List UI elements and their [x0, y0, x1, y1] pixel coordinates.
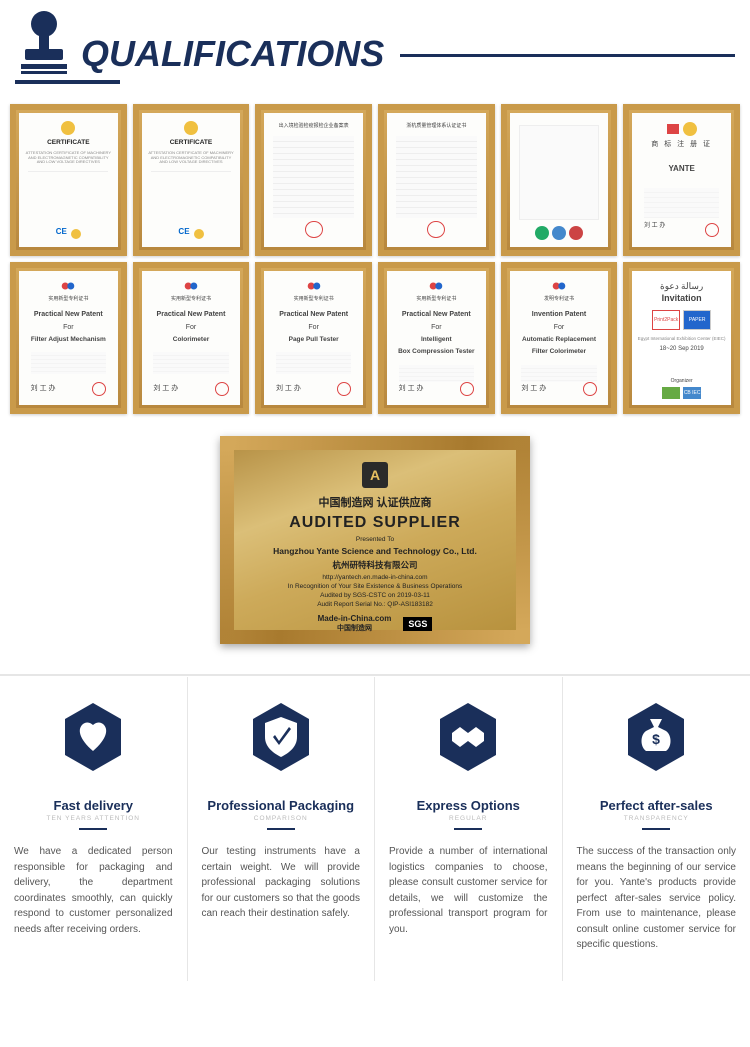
plaque-logo-icon: A — [362, 462, 388, 488]
feature-card: Professional Packaging COMPARISON Our test… — [188, 677, 376, 981]
heart-icon — [59, 699, 127, 777]
plaque-company-en: Hangzhou Yante Science and Technology Co… — [252, 546, 498, 556]
plaque-recognition: In Recognition of Your Site Existence & … — [252, 583, 498, 590]
certificate-card: 浙杭质量管理体系认证证书 — [378, 104, 495, 256]
plaque-container: A 中国制造网 认证供应商 AUDITED SUPPLIER Presented… — [0, 436, 750, 644]
plaque-audited-by: Audited by SGS-CSTC on 2019-03-11 — [252, 592, 498, 599]
header-sub-rule — [15, 80, 120, 84]
certificate-card: CERTIFICATEATTESTATION CERTIFICATE OF MA… — [10, 104, 127, 256]
certificate-card: 商 标 注 册 证YANTE刘 工 办 — [623, 104, 740, 256]
sgs-badge: SGS — [403, 617, 432, 631]
section-title: QUALIFICATIONS — [81, 33, 384, 75]
feature-rule — [454, 828, 482, 830]
feature-body: The success of the transaction only mean… — [577, 844, 737, 953]
feature-rule — [79, 828, 107, 830]
feature-subtitle: TEN YEARS ATTENTION — [14, 815, 173, 822]
certificate-card: 出入境检验检疫报检企业备案表 — [255, 104, 372, 256]
plaque-brand-cn: 中国制造网 — [337, 625, 372, 632]
feature-subtitle: TRANSPARENCY — [577, 815, 737, 822]
feature-subtitle: REGULAR — [389, 815, 548, 822]
plaque-footer: Made-in-China.com 中国制造网 SGS — [252, 614, 498, 633]
feature-body: Our testing instruments have a certain w… — [202, 844, 361, 922]
plaque-company-cn: 杭州研特科技有限公司 — [252, 559, 498, 571]
feature-title: Express Options — [389, 798, 548, 813]
feature-body: Provide a number of international logist… — [389, 844, 548, 937]
plaque-url: http://yantech.en.made-in-china.com — [252, 574, 498, 581]
svg-text:$: $ — [652, 731, 660, 747]
certificate-card: 发明专利证书Invention PatentForAutomatic Repla… — [501, 262, 618, 414]
feature-title: Professional Packaging — [202, 798, 361, 813]
shield-icon — [247, 699, 315, 777]
plaque-cn-line: 中国制造网 认证供应商 — [252, 494, 498, 510]
plaque-presented: Presented To — [252, 536, 498, 543]
certificate-card: رسالة دعوةInvitationPrint2PackPAPEREgypt… — [623, 262, 740, 414]
feature-body: We have a dedicated person responsible f… — [14, 844, 173, 937]
certificate-card: 实用新型专利证书Practical New PatentForIntellige… — [378, 262, 495, 414]
stamp-icon — [15, 10, 73, 75]
features-row: Fast delivery TEN YEARS ATTENTION We have … — [0, 677, 750, 981]
certificate-card: 实用新型专利证书Practical New PatentForColorimet… — [133, 262, 250, 414]
certificate-card: CERTIFICATEATTESTATION CERTIFICATE OF MA… — [133, 104, 250, 256]
certificate-card — [501, 104, 618, 256]
header-rule — [400, 54, 735, 57]
handshake-icon — [434, 699, 502, 777]
section-header: QUALIFICATIONS — [0, 0, 750, 80]
plaque-main-title: AUDITED SUPPLIER — [252, 514, 498, 532]
certificates-grid: CERTIFICATEATTESTATION CERTIFICATE OF MA… — [0, 104, 750, 414]
feature-title: Fast delivery — [14, 798, 173, 813]
plaque-brand: Made-in-China.com — [318, 614, 392, 623]
feature-rule — [267, 828, 295, 830]
feature-subtitle: COMPARISON — [202, 815, 361, 822]
feature-rule — [642, 828, 670, 830]
features-divider — [0, 674, 750, 676]
feature-card: Fast delivery TEN YEARS ATTENTION We have … — [0, 677, 188, 981]
certificate-card: 实用新型专利证书Practical New PatentForPage Pull… — [255, 262, 372, 414]
feature-title: Perfect after-sales — [577, 798, 737, 813]
plaque-serial: Audit Report Serial No.: QIP-ASI183182 — [252, 601, 498, 608]
feature-card: Express Options REGULAR Provide a number o… — [375, 677, 563, 981]
feature-card: $ Perfect after-sales TRANSPARENCY The succ… — [563, 677, 750, 981]
moneybag-icon: $ — [622, 699, 690, 777]
audited-supplier-plaque: A 中国制造网 认证供应商 AUDITED SUPPLIER Presented… — [220, 436, 530, 644]
certificate-card: 实用新型专利证书Practical New PatentForFilter Ad… — [10, 262, 127, 414]
